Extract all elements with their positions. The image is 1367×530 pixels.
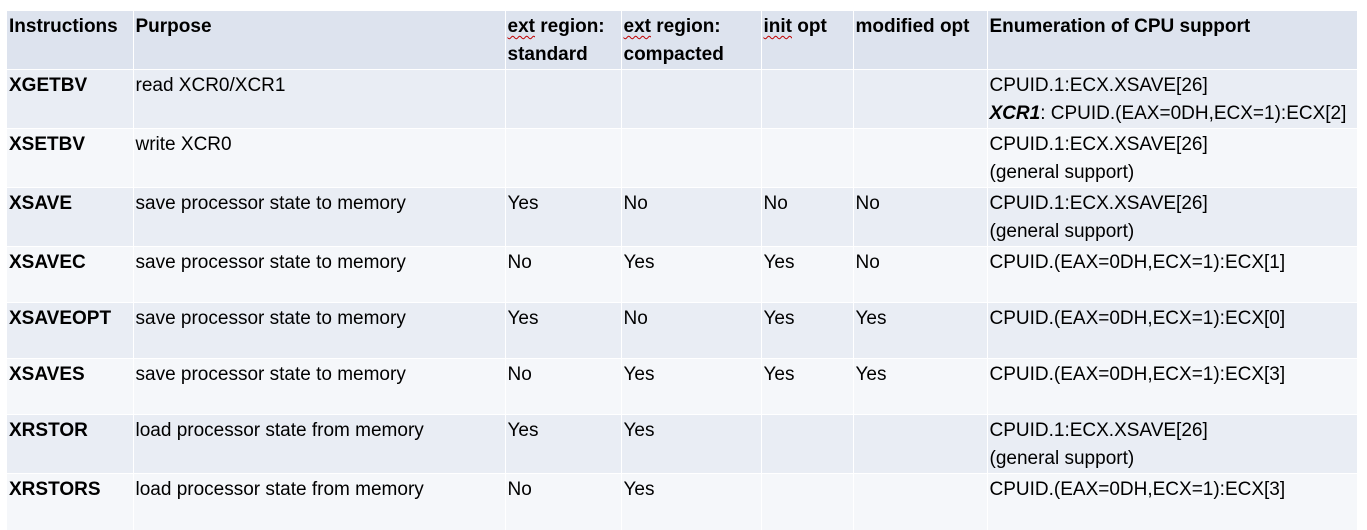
enumeration-cell: CPUID.1:ECX.XSAVE[26] XCR1: CPUID.(EAX=0D… <box>986 69 1357 129</box>
instruction-cell: XGETBV <box>7 69 133 129</box>
header-enumeration: Enumeration of CPU support <box>986 11 1357 70</box>
ext-compacted-cell: Yes <box>620 414 761 474</box>
purpose-cell: save processor state to memory <box>132 187 505 247</box>
header-ext-compacted-region: region: <box>650 16 721 37</box>
ext-standard-cell: No <box>504 246 621 303</box>
instruction-cell: XRSTORS <box>7 473 133 530</box>
ext-standard-cell <box>504 128 621 188</box>
ext-compacted-cell <box>620 69 761 129</box>
init-opt-cell <box>760 473 853 530</box>
enumeration-cell: CPUID.1:ECX.XSAVE[26] (general support) <box>986 187 1357 247</box>
header-modified-opt: modified opt <box>852 11 987 70</box>
enumeration-cell: CPUID.1:ECX.XSAVE[26] (general support) <box>986 414 1357 474</box>
table-row: XGETBV read XCR0/XCR1 CPUID.1:ECX.XSAVE[… <box>7 69 1357 129</box>
header-ext-region-standard: ext region: standard <box>504 11 621 70</box>
header-ext-standard-type: standard <box>507 44 588 65</box>
table-row: XSAVEC save processor state to memory No… <box>7 246 1357 303</box>
modified-opt-cell <box>852 69 987 129</box>
modified-opt-cell: No <box>852 187 987 247</box>
table-row: XRSTORS load processor state from memory… <box>7 473 1357 530</box>
purpose-cell: load processor state from memory <box>132 473 505 530</box>
modified-opt-cell: No <box>852 246 987 303</box>
ext-compacted-cell: Yes <box>620 246 761 303</box>
enumeration-cell: CPUID.(EAX=0DH,ECX=1):ECX[3] <box>986 473 1357 530</box>
table-row: XSAVE save processor state to memory Yes… <box>7 187 1357 247</box>
enumeration-line: CPUID.(EAX=0DH,ECX=1):ECX[0] <box>989 308 1286 329</box>
modified-opt-cell: Yes <box>852 302 987 359</box>
table-row: XRSTOR load processor state from memory … <box>7 414 1357 474</box>
instruction-cell: XRSTOR <box>7 414 133 474</box>
ext-compacted-cell: No <box>620 302 761 359</box>
init-opt-cell: Yes <box>760 358 853 415</box>
ext-standard-cell: No <box>504 473 621 530</box>
instruction-cell: XSETBV <box>7 128 133 188</box>
header-ext-compacted-word: ext <box>623 16 651 37</box>
enumeration-line: CPUID.1:ECX.XSAVE[26] <box>989 420 1208 441</box>
header-init-word: init <box>763 16 793 37</box>
enumeration-line: CPUID.(EAX=0DH,ECX=1):ECX[3] <box>989 479 1286 500</box>
ext-compacted-cell: Yes <box>620 473 761 530</box>
xsave-instructions-table: Instructions Purpose ext region: standard… <box>7 11 1357 530</box>
enumeration-line: (general support) <box>989 448 1135 469</box>
modified-opt-cell <box>852 414 987 474</box>
ext-standard-cell: No <box>504 358 621 415</box>
instruction-cell: XSAVEOPT <box>7 302 133 359</box>
purpose-cell: save processor state to memory <box>132 302 505 359</box>
purpose-cell: save processor state to memory <box>132 246 505 303</box>
purpose-cell: save processor state to memory <box>132 358 505 415</box>
enumeration-line: CPUID.(EAX=0DH,ECX=1):ECX[1] <box>989 252 1286 273</box>
ext-compacted-cell: No <box>620 187 761 247</box>
init-opt-cell: No <box>760 187 853 247</box>
header-row: Instructions Purpose ext region: standard… <box>7 11 1357 70</box>
init-opt-cell <box>760 414 853 474</box>
init-opt-cell <box>760 69 853 129</box>
ext-compacted-cell <box>620 128 761 188</box>
enumeration-cell: CPUID.(EAX=0DH,ECX=1):ECX[1] <box>986 246 1357 303</box>
ext-standard-cell <box>504 69 621 129</box>
modified-opt-cell <box>852 128 987 188</box>
modified-opt-cell <box>852 473 987 530</box>
ext-standard-cell: Yes <box>504 187 621 247</box>
enumeration-line: CPUID.1:ECX.XSAVE[26] <box>989 134 1208 155</box>
enumeration-line: CPUID.1:ECX.XSAVE[26] <box>989 193 1208 214</box>
enumeration-line: CPUID.1:ECX.XSAVE[26] <box>989 75 1208 96</box>
enumeration-line: (general support) <box>989 162 1135 183</box>
xcr1-label: XCR1 <box>989 103 1041 124</box>
init-opt-cell: Yes <box>760 302 853 359</box>
header-ext-standard-region: region: <box>534 16 605 37</box>
header-purpose: Purpose <box>132 11 505 70</box>
ext-standard-cell: Yes <box>504 414 621 474</box>
init-opt-cell <box>760 128 853 188</box>
enumeration-line: : CPUID.(EAX=0DH,ECX=1):ECX[2] <box>1040 103 1347 124</box>
ext-standard-cell: Yes <box>504 302 621 359</box>
init-opt-cell: Yes <box>760 246 853 303</box>
enumeration-line: CPUID.(EAX=0DH,ECX=1):ECX[3] <box>989 364 1286 385</box>
header-ext-region-compacted: ext region: compacted <box>620 11 761 70</box>
enumeration-cell: CPUID.(EAX=0DH,ECX=1):ECX[0] <box>986 302 1357 359</box>
table-row: XSETBV write XCR0 CPUID.1:ECX.XSAVE[26] (… <box>7 128 1357 188</box>
modified-opt-cell: Yes <box>852 358 987 415</box>
enumeration-cell: CPUID.1:ECX.XSAVE[26] (general support) <box>986 128 1357 188</box>
header-ext-compacted-type: compacted <box>623 44 724 65</box>
enumeration-cell: CPUID.(EAX=0DH,ECX=1):ECX[3] <box>986 358 1357 415</box>
purpose-cell: load processor state from memory <box>132 414 505 474</box>
header-init-opt-word: opt <box>792 16 827 37</box>
enumeration-line: (general support) <box>989 221 1135 242</box>
instruction-cell: XSAVEC <box>7 246 133 303</box>
purpose-cell: write XCR0 <box>132 128 505 188</box>
purpose-cell: read XCR0/XCR1 <box>132 69 505 129</box>
header-instructions: Instructions <box>7 11 133 70</box>
header-init-opt: init opt <box>760 11 853 70</box>
ext-compacted-cell: Yes <box>620 358 761 415</box>
instruction-cell: XSAVE <box>7 187 133 247</box>
instruction-cell: XSAVES <box>7 358 133 415</box>
header-ext-standard-word: ext <box>507 16 535 37</box>
table-row: XSAVES save processor state to memory No… <box>7 358 1357 415</box>
table-row: XSAVEOPT save processor state to memory … <box>7 302 1357 359</box>
